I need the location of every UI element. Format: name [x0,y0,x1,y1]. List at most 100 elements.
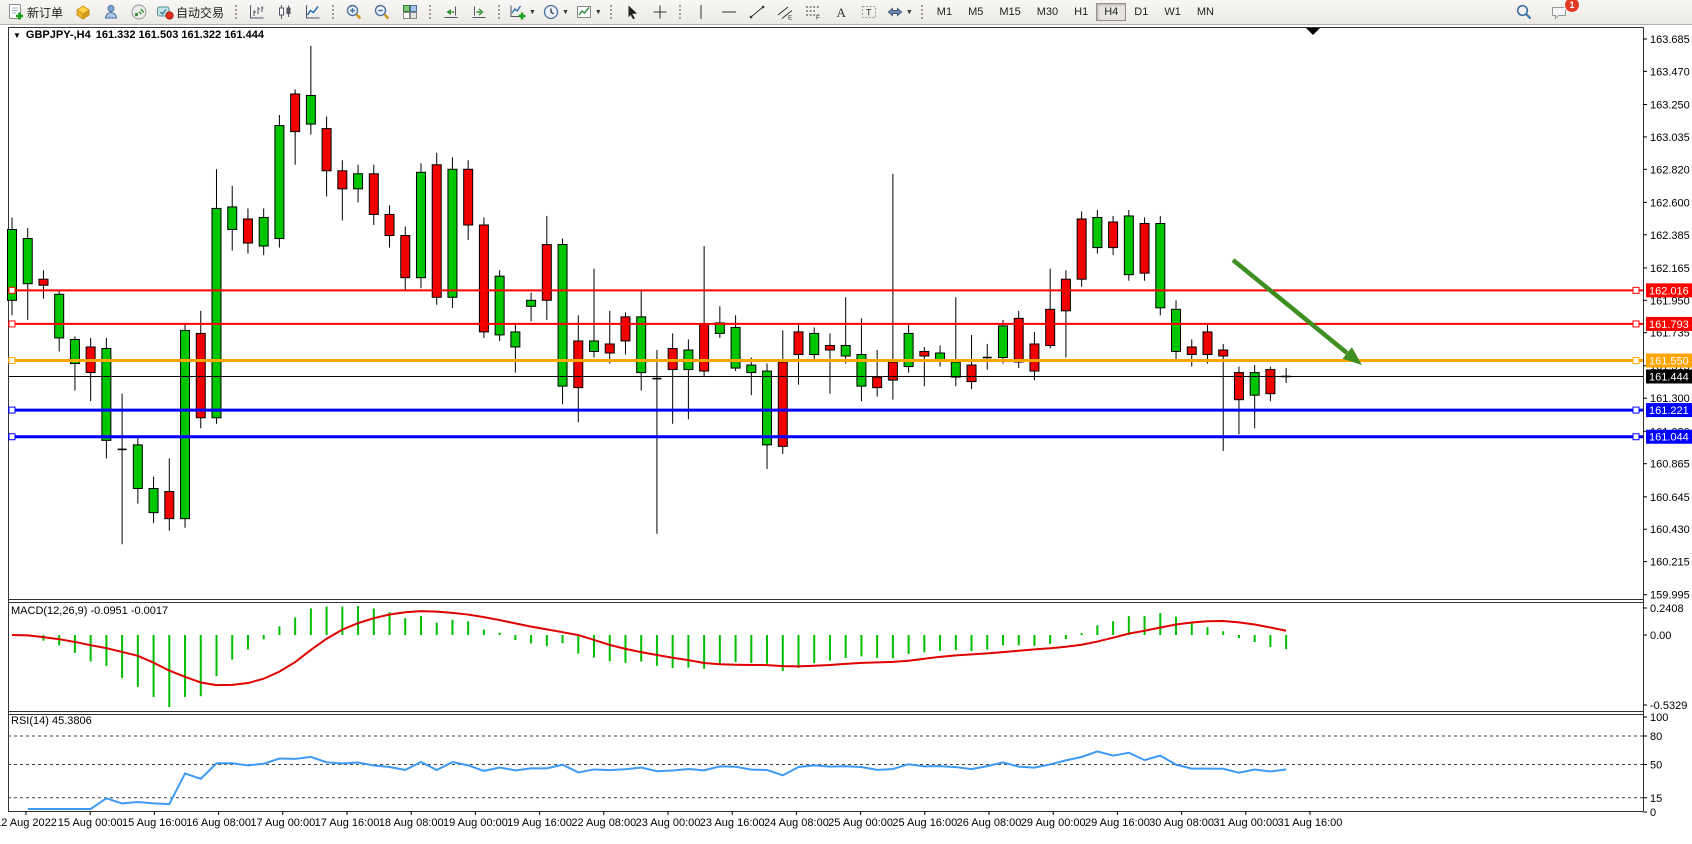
svg-text:23 Aug 00:00: 23 Aug 00:00 [636,817,701,829]
fibonacci-button[interactable]: F [799,1,827,23]
timeframe-h1-button[interactable]: H1 [1074,6,1089,18]
label-button[interactable]: T [855,1,883,23]
svg-text:23 Aug 16:00: 23 Aug 16:00 [700,817,765,829]
hline-icon [721,11,736,13]
profile-button[interactable] [97,1,125,23]
zoom-out-icon [374,4,390,20]
new-order-button[interactable]: 新订单 [4,1,69,23]
line-price-label [1646,316,1692,331]
signal-button[interactable] [125,1,153,23]
new-order-button-label: 新订单 [27,5,64,20]
clock-icon [543,4,559,20]
svg-text:22 Aug 08:00: 22 Aug 08:00 [571,817,636,829]
toolbar-gripper [497,4,503,20]
rsi-line [27,750,1287,810]
svg-text:161.300: 161.300 [1650,393,1690,405]
trend-arrow[interactable] [1231,258,1362,365]
auto-trading-button[interactable]: 自动交易 [153,1,230,23]
search-icon [1516,4,1532,20]
timeframe-m5-button[interactable]: M5 [968,6,984,18]
svg-text:160.865: 160.865 [1650,459,1690,471]
toolbar-gripper [331,4,337,20]
periods-button[interactable]: ▼ [539,1,572,23]
horizontal-line-button[interactable] [715,1,743,23]
dropdown-caret-icon[interactable]: ▼ [561,8,569,16]
cursor-button[interactable] [618,1,646,23]
search-button[interactable] [1510,1,1538,23]
dropdown-caret-icon[interactable]: ▼ [905,8,913,16]
notifications-button[interactable]: 1 [1545,0,1580,23]
dropdown-caret-icon[interactable]: ▼ [594,8,602,16]
svg-text:161.221: 161.221 [1649,405,1689,417]
svg-text:100: 100 [1650,712,1668,724]
horizontal-line[interactable]: 162.016 [8,283,1692,298]
auto-scroll-button[interactable] [437,1,465,23]
gold-cube-icon [76,5,90,20]
zoom-in-button[interactable] [340,1,368,23]
macd-pane: 0.2408 0.00 -0.5329 [11,603,1687,712]
trendline-button[interactable] [743,1,771,23]
svg-text:25 Aug 00:00: 25 Aug 00:00 [828,817,893,829]
svg-text:163.035: 163.035 [1650,132,1690,144]
signal-icon [131,4,147,20]
candles-chart-button[interactable] [271,1,299,23]
svg-text:24 Aug 08:00: 24 Aug 08:00 [764,817,829,829]
tile-windows-button[interactable] [396,1,424,23]
line-chart-button[interactable] [299,1,327,23]
horizontal-line[interactable]: 161.044 [8,429,1692,444]
timeframe-h4-button[interactable]: H4 [1096,3,1127,21]
crosshair-button[interactable] [646,1,674,23]
notification-badge: 1 [1564,0,1580,13]
timeframe-w1-button[interactable]: W1 [1164,6,1181,18]
tile-windows-icon [403,5,418,19]
toolbar-gripper [428,4,434,20]
toolbar-gripper [234,4,240,20]
line-chart-icon [306,5,320,19]
new-order-icon [9,4,23,20]
timeframe-m15-button[interactable]: M15 [999,6,1021,18]
indicators-button[interactable]: ▼ [506,1,539,23]
shapes-icon [887,7,903,17]
channel-button[interactable]: E [771,1,799,23]
toolbar-gripper [677,4,683,20]
chart-shift-icon [472,6,486,18]
text-button[interactable]: A [827,1,855,23]
chart-window: 163.685 163.470 163.250 163.035 162.820 162.6… [0,25,1692,844]
zoom-out-button[interactable] [368,1,396,23]
svg-text:162.600: 162.600 [1650,197,1690,209]
bars-chart-button[interactable] [243,1,271,23]
svg-text:-0.5329: -0.5329 [1650,700,1687,712]
timeframe-d1-button[interactable]: D1 [1134,6,1149,18]
chart-canvas[interactable]: 163.685 163.470 163.250 163.035 162.820 162.6… [0,25,1692,844]
svg-text:161.444: 161.444 [1649,371,1689,383]
text-icon: A [836,5,846,20]
templates-button[interactable]: ▼ [572,1,605,23]
rsi-pane: 100 80 50 15 0 [8,712,1668,819]
svg-text:19 Aug 16:00: 19 Aug 16:00 [507,817,572,829]
shapes-button[interactable]: ▼ [883,1,916,23]
pane-frames [8,27,1644,812]
timeframe-mn-button[interactable]: MN [1196,6,1214,18]
svg-text:80: 80 [1650,731,1662,743]
gold-cube-button[interactable] [69,1,97,23]
shift-marker-icon[interactable] [1306,28,1320,35]
svg-text:15 Aug 16:00: 15 Aug 16:00 [122,817,187,829]
dropdown-caret-icon[interactable]: ▼ [529,8,536,16]
svg-text:A: A [836,5,846,20]
vline-icon [700,5,702,19]
timeframe-m30-button[interactable]: M30 [1036,6,1059,18]
chart-shift-button[interactable] [465,1,493,23]
svg-text:162.165: 162.165 [1650,263,1690,275]
auto-trading-button-label: 自动交易 [176,5,225,20]
svg-text:161.550: 161.550 [1649,356,1689,368]
candlestick-icon [279,5,291,19]
zoom-in-icon [346,4,362,20]
svg-text:160.430: 160.430 [1650,524,1690,536]
svg-text:0: 0 [1650,807,1656,819]
timeframe-m1-button[interactable]: M1 [936,6,953,18]
horizontal-line[interactable]: 161.550 [8,353,1692,368]
vertical-line-button[interactable] [687,1,715,23]
horizontal-line[interactable]: 161.221 [8,403,1692,418]
line-price-label [1646,283,1692,298]
horizontal-line[interactable]: 161.793 [8,316,1692,331]
